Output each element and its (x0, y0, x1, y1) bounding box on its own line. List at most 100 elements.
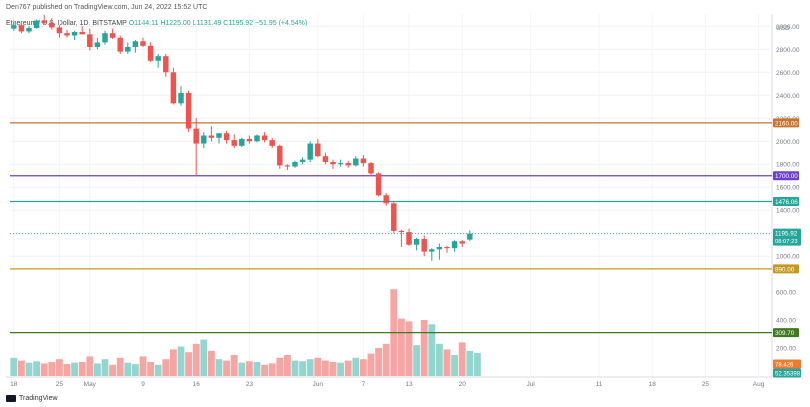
candle-body (292, 161, 298, 167)
candle-body (125, 46, 131, 52)
candle-body (132, 41, 139, 47)
level-label: 309.70 (775, 330, 795, 337)
volume-bar (48, 362, 56, 376)
volume-bar (321, 360, 329, 376)
candle-body (41, 20, 47, 23)
candle-body (231, 140, 237, 146)
time-tick-label: 25 (702, 381, 710, 388)
volume-bar (420, 320, 428, 376)
volume-bar (405, 321, 413, 376)
candle-body (375, 173, 382, 196)
volume-bar (116, 357, 124, 376)
candle-body (383, 195, 389, 204)
candle-body (26, 28, 32, 32)
volume-bar (238, 362, 246, 376)
volume-bar (443, 349, 451, 376)
price-chart[interactable]: USD3000.002800.002600.002400.002200.0020… (0, 0, 810, 393)
volume-bar (276, 357, 284, 376)
volume-bar (86, 356, 94, 376)
volume-bar (101, 359, 109, 376)
volume-bar (33, 361, 41, 376)
volume-tick-label: 400.00 (776, 318, 796, 325)
candle-body (269, 140, 275, 146)
time-tick-label: 16 (193, 381, 201, 388)
time-tick-label: 9 (141, 381, 145, 388)
candle-body (87, 34, 93, 47)
volume-bar (344, 360, 352, 376)
volume-tick-label: 600.00 (776, 290, 796, 297)
price-tick-label: 1800.00 (776, 162, 800, 169)
level-label: 1476.06 (775, 199, 798, 206)
volume-bar (17, 360, 25, 376)
footer-brand[interactable]: TradingView (6, 395, 58, 402)
volume-value-tag (773, 368, 801, 378)
volume-bar (337, 362, 345, 376)
candle-body (413, 238, 420, 245)
time-tick-label: 11 (596, 381, 603, 388)
ohlc-values: O1144.11 H1225.00 L1131.49 C1195.92 −51.… (128, 20, 308, 27)
volume-bar (268, 363, 276, 376)
candle-body (444, 247, 450, 249)
volume-bar (375, 348, 383, 376)
level-tag (773, 196, 799, 206)
volume-bar (283, 355, 291, 376)
volume-bar (10, 357, 18, 376)
volume-bar (169, 349, 177, 376)
countdown-label: 08:07:23 (775, 239, 798, 245)
time-tick-label: 7 (362, 381, 366, 388)
candle-body (208, 135, 215, 138)
volume-bar (314, 357, 322, 376)
candle-body (201, 135, 207, 144)
time-tick-label: 18 (649, 381, 657, 388)
time-tick-label: May (84, 381, 97, 388)
candle-body (71, 32, 78, 36)
candle-body (429, 249, 435, 252)
volume-bar (428, 324, 436, 376)
candle-body (246, 138, 253, 142)
volume-bar (63, 364, 71, 376)
price-tick-label: 2400.00 (776, 93, 800, 100)
volume-bar (397, 318, 405, 376)
volume-bar (185, 352, 193, 376)
time-tick-label: Jul (526, 381, 535, 388)
volume-bar (245, 361, 253, 376)
volume-bar (382, 343, 390, 376)
volume-bar (329, 362, 337, 376)
level-label: 2160.00 (775, 120, 798, 127)
volume-bar (230, 355, 238, 376)
candle-body (315, 143, 321, 157)
candle-body (56, 27, 63, 34)
volume-bar (253, 362, 261, 376)
candle-body (421, 238, 427, 252)
level-tag (773, 328, 799, 338)
volume-bar (200, 339, 208, 376)
volume-bar (131, 364, 139, 376)
candle-body (140, 41, 146, 46)
volume-bar (359, 359, 367, 376)
candle-body (451, 241, 458, 249)
price-tick-label: 1600.00 (776, 185, 800, 192)
candle-body (261, 135, 268, 141)
candle-body (178, 92, 184, 104)
level-label: 890.00 (775, 266, 795, 273)
candle-body (337, 163, 344, 165)
volume-bar (147, 362, 155, 376)
candle-body (11, 25, 17, 29)
candle-body (254, 135, 260, 142)
candle-body (284, 165, 291, 167)
price-tick-label: 2000.00 (776, 139, 800, 146)
volume-bar (215, 359, 223, 376)
candle-body (147, 45, 154, 61)
candle-body (33, 20, 40, 29)
volume-bar (435, 343, 443, 376)
time-tick-label: 18 (10, 381, 18, 388)
level-tag (773, 118, 799, 128)
volume-value-label: 78.426 (775, 363, 794, 369)
price-tick-label: 1400.00 (776, 208, 800, 215)
volume-bar (154, 364, 162, 376)
candle-body (299, 159, 306, 162)
candle-body (18, 25, 25, 32)
volume-bar (162, 359, 170, 376)
price-tick-label: 2600.00 (776, 70, 800, 77)
volume-bar (78, 362, 86, 376)
